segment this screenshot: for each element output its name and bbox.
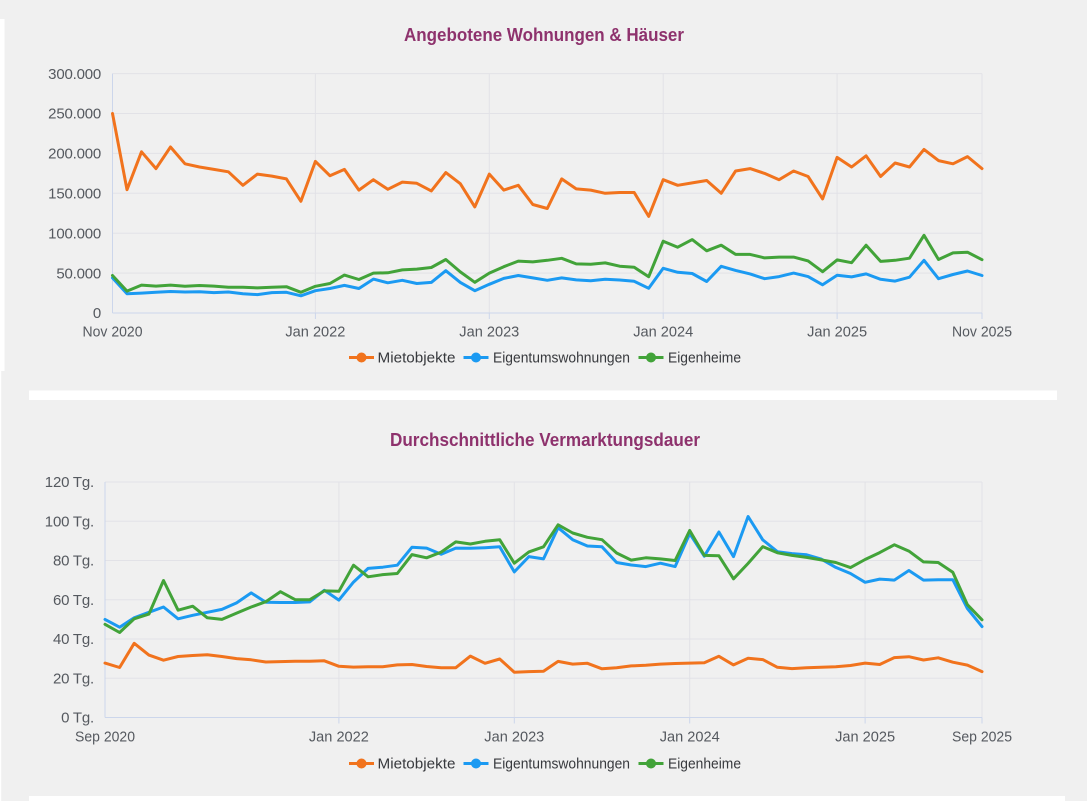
svg-text:Jan 2025: Jan 2025	[835, 729, 895, 746]
svg-text:Jan 2022: Jan 2022	[285, 324, 345, 341]
svg-text:Jan 2023: Jan 2023	[484, 729, 544, 746]
svg-text:50.000: 50.000	[56, 265, 101, 282]
svg-text:120 Tg.: 120 Tg.	[45, 474, 94, 491]
svg-text:100.000: 100.000	[48, 225, 101, 242]
svg-text:Nov 2020: Nov 2020	[83, 324, 143, 341]
svg-text:300.000: 300.000	[48, 66, 101, 83]
svg-text:40 Tg.: 40 Tg.	[53, 631, 94, 648]
svg-text:0: 0	[93, 305, 101, 322]
svg-text:100 Tg.: 100 Tg.	[45, 513, 94, 530]
svg-text:Sep 2020: Sep 2020	[75, 729, 135, 746]
svg-text:Eigentumswohnungen: Eigentumswohnungen	[493, 756, 630, 773]
svg-text:Jan 2024: Jan 2024	[633, 324, 693, 341]
svg-text:Jan 2023: Jan 2023	[459, 324, 519, 341]
svg-text:Mietobjekte: Mietobjekte	[378, 350, 456, 367]
svg-text:200.000: 200.000	[48, 146, 101, 163]
svg-text:0 Tg.: 0 Tg.	[61, 710, 94, 727]
svg-text:20 Tg.: 20 Tg.	[53, 670, 94, 687]
svg-text:Angebotene Wohnungen & Häuser: Angebotene Wohnungen & Häuser	[404, 25, 684, 45]
svg-text:60 Tg.: 60 Tg.	[53, 592, 94, 609]
svg-text:Eigentumswohnungen: Eigentumswohnungen	[493, 350, 630, 367]
svg-text:Eigenheime: Eigenheime	[668, 350, 741, 367]
svg-text:250.000: 250.000	[48, 106, 101, 123]
svg-text:80 Tg.: 80 Tg.	[53, 553, 94, 570]
svg-text:Jan 2022: Jan 2022	[309, 729, 369, 746]
svg-text:Eigenheime: Eigenheime	[668, 756, 741, 773]
svg-text:Mietobjekte: Mietobjekte	[378, 756, 456, 773]
svg-text:Jan 2025: Jan 2025	[807, 324, 867, 341]
svg-text:Durchschnittliche Vermarktungs: Durchschnittliche Vermarktungsdauer	[390, 430, 700, 450]
svg-text:150.000: 150.000	[48, 186, 101, 203]
svg-text:Nov 2025: Nov 2025	[952, 324, 1012, 341]
svg-text:Sep 2025: Sep 2025	[952, 729, 1012, 746]
svg-text:Jan 2024: Jan 2024	[660, 729, 720, 746]
